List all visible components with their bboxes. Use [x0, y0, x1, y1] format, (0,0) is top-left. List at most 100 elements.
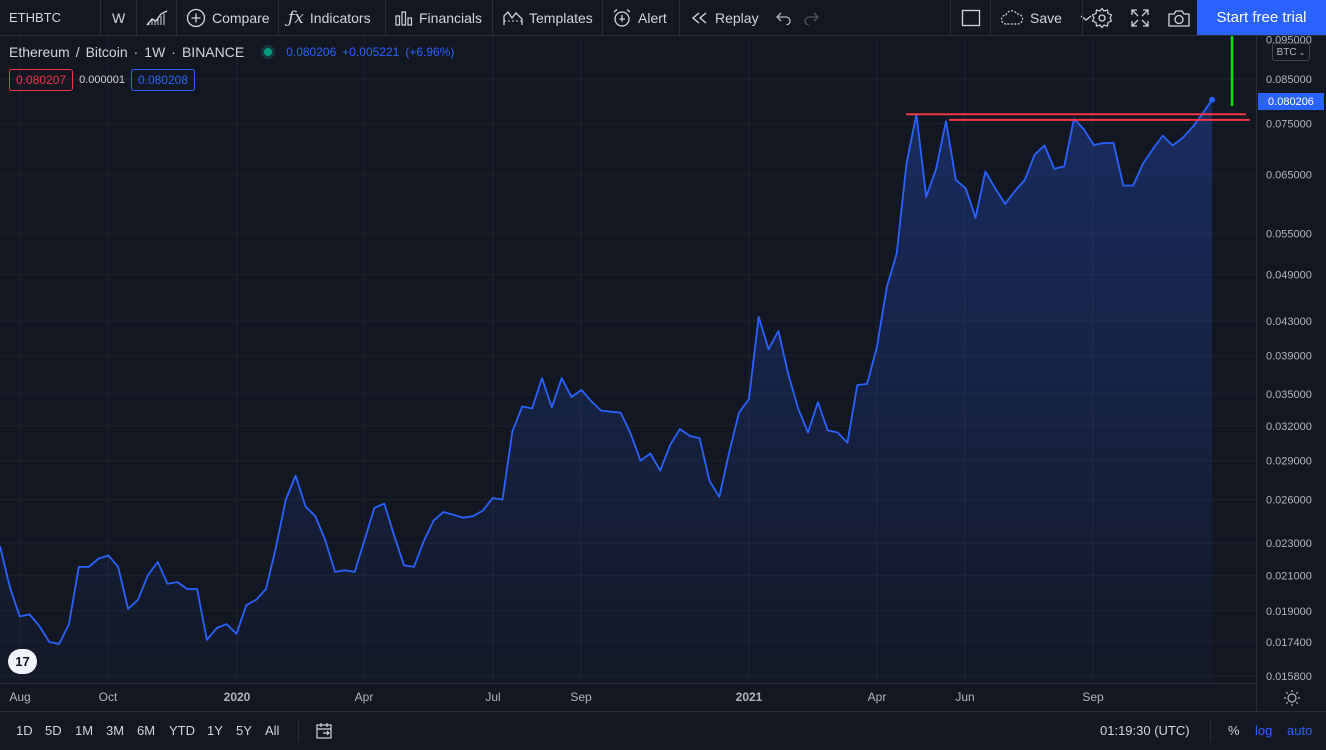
- chart-style-button[interactable]: [140, 0, 174, 35]
- range-3m-button[interactable]: 3M: [106, 723, 125, 738]
- bottom-divider: [298, 720, 299, 742]
- price-tick-label[interactable]: 0.019000: [1266, 606, 1312, 618]
- replay-label: Replay: [715, 9, 759, 26]
- redo-icon: [804, 12, 819, 25]
- time-tick-label[interactable]: 2020: [224, 690, 251, 704]
- range-5d-button[interactable]: 5D: [45, 723, 62, 738]
- price-tick-label[interactable]: 0.075000: [1266, 119, 1312, 131]
- utc-clock[interactable]: 01:19:30 (UTC): [1100, 723, 1190, 738]
- price-tick-label[interactable]: 0.017400: [1266, 637, 1312, 649]
- layout-button[interactable]: [955, 0, 987, 35]
- tradingview-logo-icon[interactable]: 17: [8, 649, 37, 674]
- range-1d-button[interactable]: 1D: [16, 723, 33, 738]
- price-tick-label[interactable]: 0.095000: [1266, 36, 1312, 47]
- fullscreen-button[interactable]: [1124, 0, 1156, 35]
- start-free-trial-button[interactable]: Start free trial: [1197, 0, 1326, 35]
- price-tick-label[interactable]: 0.085000: [1266, 74, 1312, 86]
- square-layout-icon: [961, 9, 981, 26]
- price-tick-label[interactable]: 0.029000: [1266, 456, 1312, 468]
- price-tick-label[interactable]: 0.015800: [1266, 671, 1312, 683]
- currency-select[interactable]: BTC ⌄: [1272, 43, 1310, 61]
- range-5y-button[interactable]: 5Y: [236, 723, 252, 738]
- price-tick-label[interactable]: 0.065000: [1266, 169, 1312, 181]
- range-1m-button[interactable]: 1M: [75, 723, 94, 738]
- spread-value: 0.000001: [79, 74, 125, 86]
- price-tick-label[interactable]: 0.043000: [1266, 316, 1312, 328]
- market-status-dot[interactable]: [264, 48, 273, 56]
- percent-scale-toggle[interactable]: %: [1228, 723, 1240, 738]
- toolbar-divider: [136, 0, 137, 35]
- toolbar-divider: [602, 0, 603, 35]
- range-ytd-button[interactable]: YTD: [169, 723, 195, 738]
- toolbar-divider: [990, 0, 991, 35]
- time-tick-label[interactable]: Apr: [868, 690, 887, 704]
- range-6m-button[interactable]: 6M: [137, 723, 156, 738]
- bid-price-box[interactable]: 0.080207: [9, 69, 74, 91]
- time-tick-label[interactable]: 2021: [736, 690, 763, 704]
- alert-label: Alert: [638, 9, 667, 26]
- undo-button[interactable]: [770, 0, 798, 35]
- price-tick-label[interactable]: 0.021000: [1266, 570, 1312, 582]
- save-label: Save: [1030, 9, 1062, 26]
- compare-button[interactable]: Compare: [180, 0, 276, 35]
- price-tick-label[interactable]: 0.032000: [1266, 421, 1312, 433]
- price-tick-label[interactable]: 0.039000: [1266, 351, 1312, 363]
- time-tick-label[interactable]: Jun: [955, 690, 974, 704]
- indicators-button[interactable]: ƒx Indicators: [282, 0, 377, 35]
- price-scale-divider: [1256, 36, 1257, 711]
- bid-ask-row: 0.080207 0.000001 0.080208: [9, 69, 196, 91]
- top-toolbar: ETHBTC W Compare ƒx Indicators Financial…: [0, 0, 1326, 36]
- log-scale-toggle[interactable]: log: [1255, 723, 1273, 738]
- time-tick-label[interactable]: Jul: [485, 690, 500, 704]
- ask-price-box[interactable]: 0.080208: [130, 69, 196, 91]
- bar-chart-icon: [395, 10, 413, 26]
- toolbar-divider: [278, 0, 279, 35]
- snapshot-button[interactable]: [1161, 0, 1197, 35]
- green-arrow-annotation: [1230, 36, 1234, 106]
- legend-last-price: 0.080206: [286, 45, 337, 59]
- toolbar-divider: [950, 0, 951, 35]
- legend-exchange: BINANCE: [181, 44, 245, 60]
- compare-label: Compare: [212, 9, 270, 26]
- templates-button[interactable]: Templates: [497, 0, 599, 35]
- toolbar-divider: [100, 0, 101, 35]
- redo-button[interactable]: [797, 0, 825, 35]
- calendar-range-icon[interactable]: [315, 722, 333, 740]
- scale-settings-icon[interactable]: [1283, 689, 1301, 707]
- price-axis-labels[interactable]: 0.095000 0.085000 0.075000 0.065000 0.055000…: [1266, 36, 1312, 683]
- time-tick-label[interactable]: Sep: [570, 690, 592, 704]
- time-tick-label[interactable]: Sep: [1082, 690, 1104, 704]
- auto-scale-toggle[interactable]: auto: [1287, 723, 1313, 738]
- range-all-button[interactable]: All: [265, 723, 280, 738]
- price-tick-label[interactable]: 0.023000: [1266, 538, 1312, 550]
- time-axis-labels[interactable]: Aug Oct 2020 Apr Jul Sep 2021 Apr Jun Sep: [9, 690, 1104, 704]
- toolbar-divider: [1082, 0, 1083, 35]
- financials-button[interactable]: Financials: [389, 0, 488, 35]
- resistance-lines[interactable]: [906, 113, 1250, 121]
- start-free-trial-label: Start free trial: [1216, 9, 1307, 26]
- chevron-down-icon: ⌄: [1298, 47, 1306, 57]
- price-tick-label[interactable]: 0.049000: [1266, 270, 1312, 282]
- settings-button[interactable]: [1085, 0, 1119, 35]
- time-tick-label[interactable]: Oct: [99, 690, 118, 704]
- symbol-label: ETHBTC: [9, 10, 61, 25]
- legend-separator: ·: [171, 44, 176, 60]
- price-chart[interactable]: 0.095000 0.085000 0.075000 0.065000 0.055000…: [0, 36, 1326, 711]
- symbol-quote: Bitcoin: [85, 44, 128, 60]
- replay-button[interactable]: Replay: [685, 0, 765, 35]
- time-tick-label[interactable]: Aug: [9, 690, 30, 704]
- interval-button[interactable]: W: [106, 0, 131, 35]
- toolbar-divider: [679, 0, 680, 35]
- legend-separator: /: [75, 44, 80, 60]
- price-tick-label[interactable]: 0.035000: [1266, 389, 1312, 401]
- range-1y-button[interactable]: 1Y: [207, 723, 223, 738]
- legend-change-percent: (+6.96%): [405, 45, 455, 59]
- legend-interval: 1W: [144, 44, 166, 60]
- price-tick-label[interactable]: 0.026000: [1266, 494, 1312, 506]
- symbol-search-button[interactable]: ETHBTC: [3, 0, 67, 35]
- time-tick-label[interactable]: Apr: [355, 690, 374, 704]
- last-price-dot: [1209, 96, 1215, 103]
- price-tick-label[interactable]: 0.055000: [1266, 229, 1312, 241]
- alert-button[interactable]: Alert: [606, 0, 673, 35]
- legend-change: +0.005221: [342, 45, 400, 59]
